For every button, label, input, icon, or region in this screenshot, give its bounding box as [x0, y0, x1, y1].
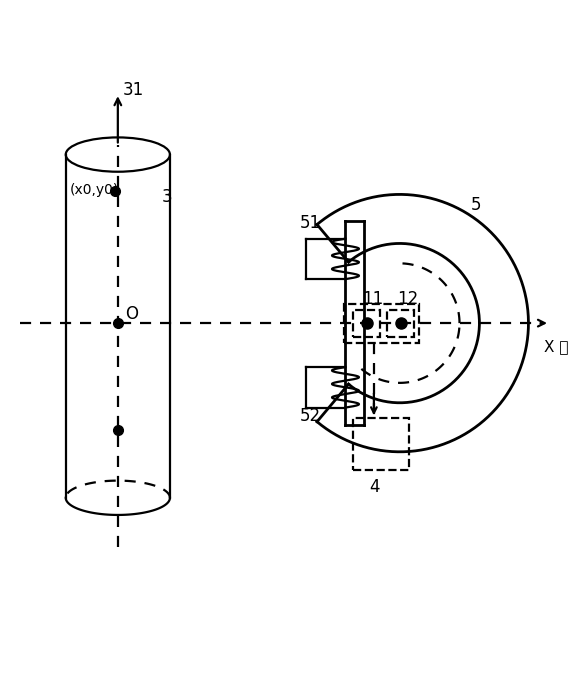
Text: 3: 3: [162, 189, 173, 206]
Text: 51: 51: [300, 214, 321, 232]
Text: (x0,y0): (x0,y0): [70, 183, 119, 197]
Text: 11: 11: [362, 290, 383, 307]
Text: O: O: [125, 305, 138, 323]
Text: 31: 31: [123, 81, 144, 99]
Text: 52: 52: [300, 407, 321, 425]
Bar: [353, 309, 380, 337]
Bar: [387, 309, 414, 337]
Text: 12: 12: [398, 290, 419, 307]
Bar: [344, 303, 419, 343]
Text: 4: 4: [370, 477, 380, 496]
Bar: [353, 418, 409, 470]
Text: 5: 5: [470, 196, 481, 214]
Text: X 轴: X 轴: [544, 339, 568, 354]
